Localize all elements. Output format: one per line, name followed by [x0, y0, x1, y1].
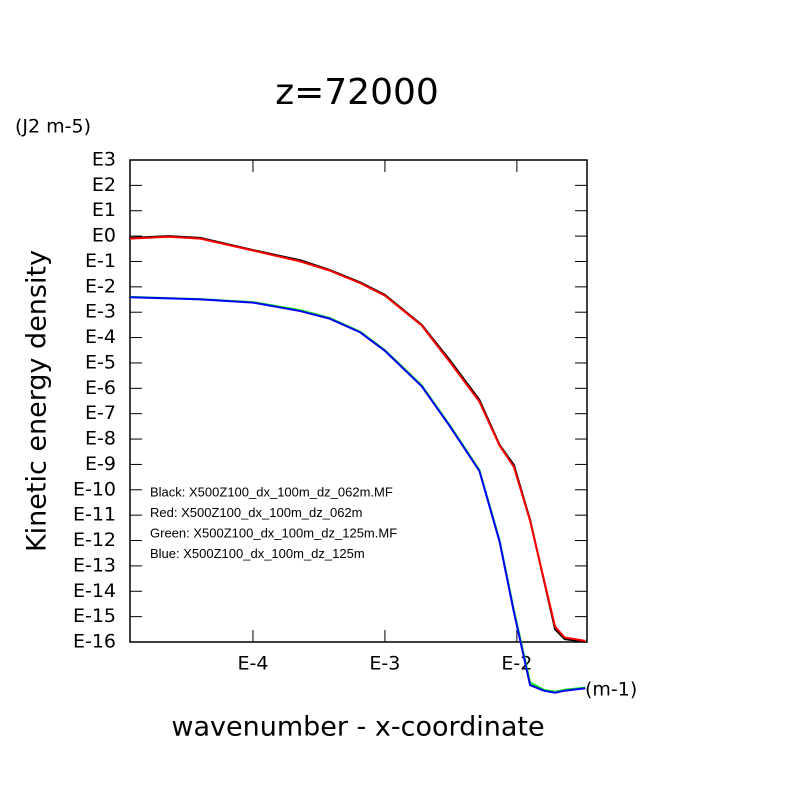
x-axis-label: wavenumber - x-coordinate: [171, 712, 544, 743]
x-tick-label: E-4: [237, 653, 268, 675]
series-line: [129, 296, 586, 694]
y-tick-label: E-9: [85, 453, 116, 475]
y-tick-label: E-14: [73, 580, 116, 602]
series-line: [129, 235, 586, 642]
y-tick-label: E-13: [73, 554, 116, 576]
y-tick-label: E3: [92, 149, 116, 171]
legend-entry: Green: X500Z100_dx_100m_dz_125m.MF: [150, 525, 397, 540]
y-tick-label: E-8: [85, 428, 116, 450]
y-tick-label: E-3: [85, 301, 116, 323]
y-tick-label: E0: [92, 225, 116, 247]
x-unit: (m-1): [585, 679, 637, 701]
y-tick-label: E-16: [73, 631, 116, 653]
y-tick-label: E-7: [85, 402, 116, 424]
chart-title: z=72000: [275, 72, 439, 113]
y-tick-label: E1: [92, 199, 116, 221]
y-axis-label: Kinetic energy density: [22, 250, 53, 552]
legend-entry: Blue: X500Z100_dx_100m_dz_125m: [150, 546, 365, 561]
y-tick-label: E-5: [85, 351, 116, 373]
y-tick-label: E-12: [73, 529, 116, 551]
y-unit: (J2 m-5): [15, 116, 91, 138]
y-tick-label: E-1: [85, 250, 116, 272]
legend-entry: Black: X500Z100_dx_100m_dz_062m.MF: [150, 484, 393, 499]
y-tick-label: E-2: [85, 275, 116, 297]
plot-frame: [129, 159, 588, 643]
y-tick-label: E-11: [73, 504, 116, 526]
y-tick-label: E-4: [85, 326, 116, 348]
x-tick-label: E-3: [369, 653, 400, 675]
legend-entry: Red: X500Z100_dx_100m_dz_062m: [150, 505, 362, 520]
y-tick-label: E-10: [73, 478, 116, 500]
y-tick-label: E2: [92, 174, 116, 196]
y-tick-label: E-15: [73, 605, 116, 627]
y-tick-label: E-6: [85, 377, 116, 399]
